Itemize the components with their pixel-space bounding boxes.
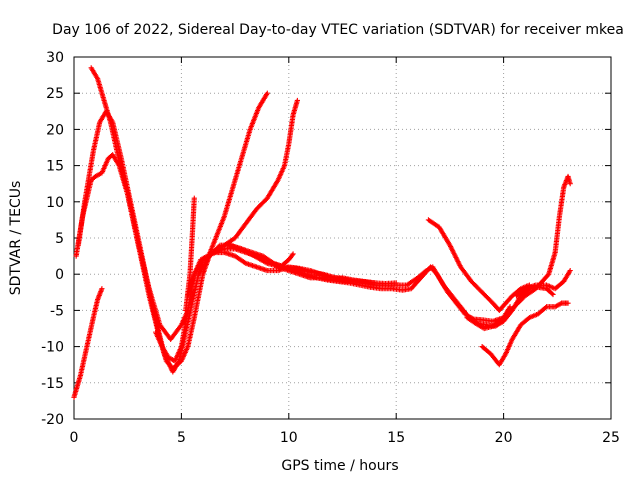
x-tick-label: 25 [602, 430, 620, 446]
x-tick-label: 20 [495, 430, 513, 446]
y-tick-label: 25 [46, 86, 64, 102]
series-arc-8 [195, 90, 270, 277]
series-arc-10 [269, 260, 378, 286]
series-arc-1 [71, 286, 105, 400]
x-axis-label: GPS time / hours [281, 458, 398, 474]
series-arc-14 [513, 267, 573, 299]
data-point [549, 290, 555, 297]
series-arc-11 [425, 217, 532, 313]
y-tick-label: 0 [55, 267, 64, 283]
x-tick-label: 0 [70, 430, 79, 446]
series-arc-12 [464, 173, 573, 332]
data-point [393, 280, 399, 286]
data-point [294, 97, 300, 104]
data-point [264, 90, 270, 96]
data-point [567, 267, 573, 274]
y-tick-label: -15 [41, 376, 64, 392]
y-tick-label: -10 [41, 340, 64, 356]
y-tick-label: -20 [41, 412, 64, 428]
data-series [71, 65, 573, 400]
data-point [565, 300, 571, 306]
series-arc-13 [479, 300, 571, 368]
data-point [191, 195, 197, 201]
data-point [550, 291, 556, 298]
y-tick-label: 10 [46, 195, 64, 211]
y-tick-label: -5 [50, 303, 64, 319]
grid-lines [74, 57, 611, 419]
chart-title: Day 106 of 2022, Sidereal Day-to-day VTE… [52, 22, 624, 38]
y-tick-label: 20 [46, 122, 64, 138]
series-arc-4 [73, 152, 556, 371]
y-tick-label: 30 [46, 50, 64, 66]
y-axis-label: SDTVAR / TECUs [8, 181, 24, 296]
data-point [567, 181, 573, 187]
axis-ticks: 0 5 10 15 20 25 -20 -15 -10 -5 0 5 10 15 20 25 30 [41, 50, 620, 446]
series-arc-7 [185, 97, 300, 299]
data-point [289, 252, 295, 258]
x-tick-label: 10 [280, 430, 298, 446]
data-point [99, 286, 105, 292]
data-point [372, 280, 378, 286]
data-point [290, 251, 296, 257]
data-point [542, 305, 549, 311]
series-arc-2 [88, 65, 191, 342]
y-tick-label: 15 [46, 159, 64, 175]
y-tick-label: 5 [55, 231, 64, 247]
x-tick-label: 15 [387, 430, 405, 446]
x-tick-label: 5 [177, 430, 186, 446]
